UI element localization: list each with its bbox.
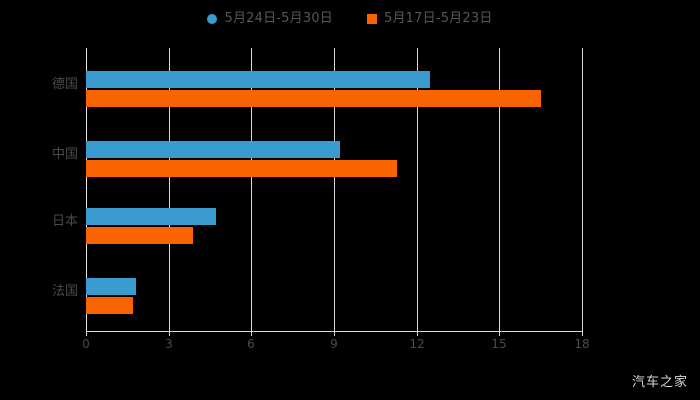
tick-mark-9	[334, 331, 335, 336]
chart-legend: 5月24日-5月30日 5月17日-5月23日	[0, 6, 700, 32]
tick-mark-12	[417, 331, 418, 336]
gridline-3	[169, 48, 170, 331]
y-axis-label-0: 德国	[51, 77, 78, 92]
legend-item-series-b[interactable]: 5月17日-5月23日	[367, 12, 493, 26]
tick-mark-6	[251, 331, 252, 336]
square-marker-icon	[367, 14, 377, 24]
gridline-12	[417, 48, 418, 331]
bar-series-a-3[interactable]	[86, 278, 136, 295]
gridline-15	[499, 48, 500, 331]
legend-label-series-b: 5月17日-5月23日	[384, 11, 493, 26]
gridline-9	[334, 48, 335, 331]
y-axis-label-3: 法国	[51, 284, 78, 299]
bar-series-b-0[interactable]	[86, 90, 541, 107]
y-axis-label-1: 中国	[51, 147, 78, 162]
tick-mark-0	[86, 331, 87, 336]
x-tick-label-3: 9	[330, 337, 338, 351]
bar-series-b-3[interactable]	[86, 297, 133, 314]
watermark: 汽车之家	[631, 375, 688, 390]
bar-series-a-0[interactable]	[86, 71, 431, 88]
gridline-18	[582, 48, 583, 331]
x-tick-label-2: 6	[247, 337, 255, 351]
plot-area	[86, 48, 583, 336]
tick-mark-18	[582, 331, 583, 336]
tick-mark-3	[169, 331, 170, 336]
x-tick-label-5: 15	[491, 337, 507, 351]
x-tick-label-6: 18	[574, 337, 590, 351]
bar-series-a-2[interactable]	[86, 208, 216, 225]
bar-series-a-1[interactable]	[86, 141, 340, 158]
y-axis-category-labels: 德国 中国 日本 法国	[0, 48, 78, 331]
legend-item-series-a[interactable]: 5月24日-5月30日	[207, 12, 333, 26]
x-tick-label-0: 0	[82, 337, 90, 351]
y-axis-line	[86, 48, 87, 331]
legend-label-series-a: 5月24日-5月30日	[224, 11, 333, 26]
x-tick-label-4: 12	[409, 337, 425, 351]
bar-series-b-1[interactable]	[86, 160, 398, 177]
bar-series-b-2[interactable]	[86, 227, 194, 244]
gridline-6	[251, 48, 252, 331]
x-tick-label-1: 3	[165, 337, 173, 351]
circle-marker-icon	[207, 14, 218, 24]
tick-mark-15	[499, 331, 500, 336]
y-axis-label-2: 日本	[51, 214, 78, 229]
